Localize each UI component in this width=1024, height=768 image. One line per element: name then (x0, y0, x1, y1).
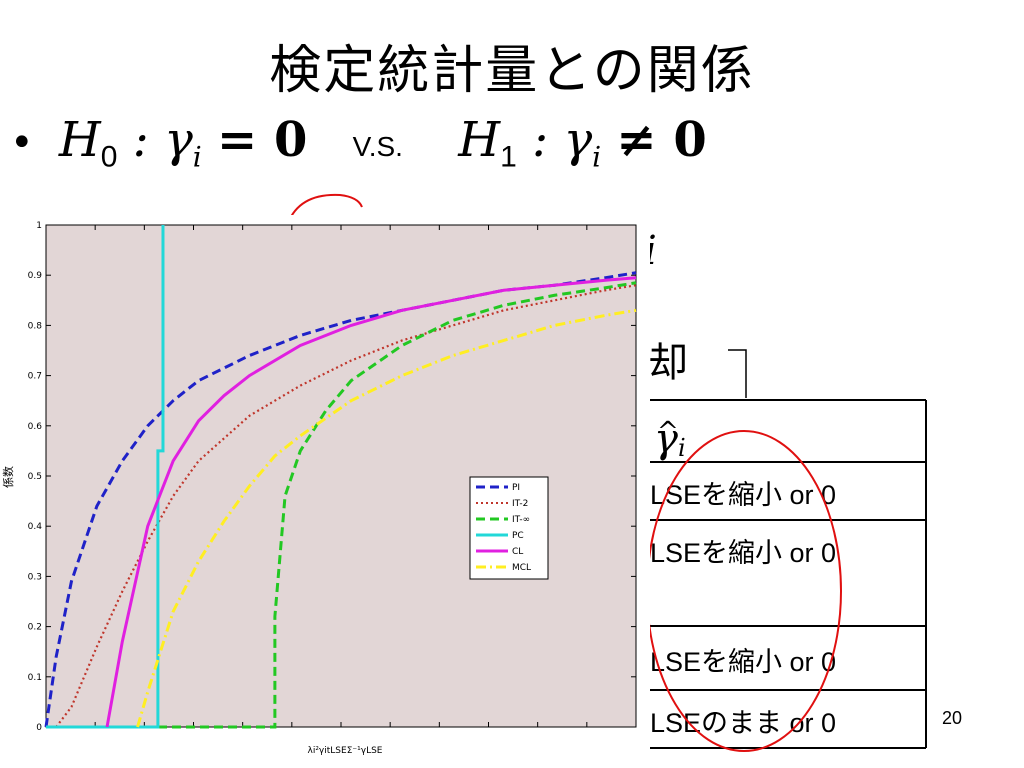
legend: PI IT-2 IT-∞ PC CL MCL (469, 476, 549, 580)
slide-title: 検定統計量との関係 (269, 41, 755, 101)
legend-label: PI (512, 483, 520, 493)
y-tick-label: 0.6 (28, 422, 43, 432)
series-line-IT2 (55, 284, 637, 728)
table-row: LSEを縮小 or 0 (650, 538, 836, 568)
y-axis: 0 0.1 0.2 0.3 0.4 0.5 0.6 0.7 0.8 0.9 1 (28, 221, 636, 733)
y-tick-label: 0.2 (28, 623, 42, 633)
y-tick-label: 0.5 (28, 472, 42, 482)
table-header-gamma: γ (654, 416, 678, 462)
h1-symbol: H1 (458, 112, 517, 174)
series-line-PI (44, 271, 637, 728)
y-tick-label: 0.8 (28, 321, 43, 331)
series-layer (44, 225, 637, 729)
legend-box (469, 476, 549, 580)
highlight-circle-top (287, 193, 363, 224)
series-line-MCL (136, 308, 637, 728)
highlight-ellipse (646, 430, 842, 752)
series-line-CL (105, 276, 637, 728)
partial-label: 却 (648, 340, 688, 386)
table-header-index: i (678, 434, 686, 462)
legend-label: PC (512, 531, 524, 541)
y-tick-label: 0.3 (28, 572, 42, 582)
plot-area (45, 224, 637, 728)
h0-gamma: : γi (132, 112, 202, 174)
legend-label: IT-∞ (512, 515, 530, 525)
y-tick-label: 0.9 (28, 271, 43, 281)
legend-label: MCL (512, 563, 531, 573)
y-tick-label: 1 (36, 221, 42, 231)
legend-label: CL (512, 547, 523, 557)
page-number: 20 (942, 708, 963, 728)
h1-not-equals: ≠ 0 (616, 112, 707, 168)
x-axis-label: λi²γitLSEΣ⁻¹γLSE (308, 746, 383, 756)
table-row: LSEを縮小 or 0 (650, 647, 836, 677)
h1-gamma: : γi (532, 112, 602, 174)
y-tick-label: 0.7 (28, 372, 42, 382)
y-tick-label: 0.4 (28, 522, 43, 532)
h0-symbol: H0 (58, 112, 118, 174)
series-line-PC (46, 225, 165, 729)
table-row: LSEを縮小 or 0 (650, 480, 836, 510)
coefficient-chart: 0 0.1 0.2 0.3 0.4 0.5 0.6 0.7 0.8 0.9 1 PI IT-2 IT-∞… (0, 215, 650, 768)
bullet: • (10, 120, 34, 166)
y-tick-label: 0.1 (28, 673, 42, 683)
versus-label: V.S. (352, 131, 403, 162)
hypothesis-line: • H0 : γi = 0 V.S. H1 : γi ≠ 0 (10, 112, 707, 182)
y-axis-label: 係数 (2, 466, 15, 488)
legend-label: IT-2 (512, 499, 528, 509)
table-header-hat: ^ (657, 417, 679, 447)
series-line-IT (46, 281, 637, 729)
h0-equals: = 0 (217, 112, 308, 168)
y-tick-label: 0 (36, 723, 42, 733)
